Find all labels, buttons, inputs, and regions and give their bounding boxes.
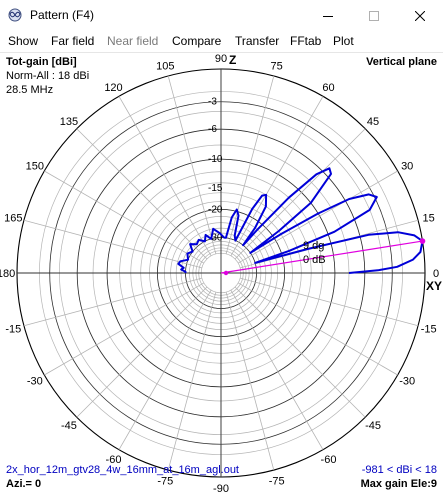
max-gain-label: Max gain Ele:9 (360, 478, 437, 490)
axis-z-label: Z (229, 53, 236, 67)
radial-tick-label: -30 (208, 232, 223, 243)
close-icon (415, 10, 425, 21)
angle-label: -45 (365, 420, 381, 432)
menu-fftab[interactable]: FFtab (290, 34, 322, 48)
radial-tick-label: -6 (208, 124, 217, 135)
radial-tick-label: -3 (208, 97, 217, 108)
angle-label: 45 (367, 116, 379, 128)
grid-spoke (167, 75, 217, 254)
angle-label: 150 (26, 161, 44, 173)
angle-label: -75 (269, 476, 285, 488)
filename-label: 2x_hor_12m_gtv28_4w_16mm_at_16m_agl.out (6, 464, 239, 476)
axis-xy-label: XY (426, 279, 442, 293)
angle-label: 0 (433, 268, 439, 280)
center-marker-dot (223, 270, 229, 276)
grid-spoke (225, 75, 275, 254)
angle-label: 15 (423, 212, 435, 224)
angle-label: 135 (60, 116, 78, 128)
radial-tick-label: -15 (208, 183, 223, 194)
radial-tick-label: -10 (208, 154, 223, 165)
max-gain-marker-line (220, 240, 423, 274)
angle-label: -75 (157, 476, 173, 488)
grid-spoke (23, 277, 202, 327)
freq-label: 28.5 MHz (6, 84, 54, 96)
grid-spoke (237, 282, 398, 376)
angle-label: -60 (321, 454, 337, 466)
minimize-button[interactable] (305, 0, 351, 31)
maximize-icon (369, 10, 379, 21)
window-title: Pattern (F4) (30, 8, 95, 22)
minimize-icon (323, 15, 333, 17)
marker-elev-label: 9 dg (303, 240, 324, 252)
angle-label: 75 (271, 60, 283, 72)
angle-label: -60 (106, 454, 122, 466)
grid-spoke (237, 170, 398, 264)
menu-bar: Show Far field Near field Compare Transf… (0, 31, 443, 52)
plane-label: Vertical plane (366, 56, 437, 68)
angle-label: -15 (5, 324, 21, 336)
grid-spoke (23, 219, 202, 269)
grid-spoke (234, 286, 366, 418)
grid-spoke (240, 277, 419, 327)
angle-label: -30 (27, 376, 43, 388)
azimuth-label: Azi.= 0 (6, 478, 42, 490)
grid-spoke (118, 289, 212, 450)
menu-show[interactable]: Show (8, 34, 39, 48)
angle-label: 105 (156, 60, 174, 72)
angle-label: 90 (215, 53, 227, 65)
angle-label: 165 (4, 212, 22, 224)
angle-label: 180 (0, 268, 15, 280)
grid-spoke (76, 286, 208, 418)
max-gain-marker-dot (419, 238, 426, 244)
grid-spoke (230, 96, 324, 257)
maximize-button[interactable] (351, 0, 397, 31)
menu-near-field: Near field (107, 34, 159, 48)
radial-tick-label: -20 (208, 204, 223, 215)
menu-plot[interactable]: Plot (333, 34, 354, 48)
menu-transfer[interactable]: Transfer (235, 34, 280, 48)
gain-title: Tot-gain [dBi] (6, 56, 77, 68)
grid-spoke (167, 292, 217, 471)
norm-label: Norm-All : 18 dBi (6, 70, 90, 82)
plot-area[interactable]: Tot-gain [dBi] Norm-All : 18 dBi 28.5 MH… (0, 53, 443, 493)
grid-spoke (234, 128, 366, 260)
angle-label: 120 (104, 82, 122, 94)
angle-label: -90 (213, 483, 229, 493)
close-button[interactable] (397, 0, 443, 31)
grid-spoke (44, 282, 205, 376)
gain-range-label: -981 < dBi < 18 (361, 464, 437, 476)
grid-spoke (118, 96, 212, 257)
pattern-app-icon (8, 8, 22, 22)
grid-spoke (76, 128, 208, 260)
menu-separator (0, 52, 443, 53)
angle-label: 30 (401, 161, 413, 173)
menu-far-field[interactable]: Far field (51, 34, 95, 48)
angle-label: -15 (421, 324, 437, 336)
angle-label: -30 (399, 376, 415, 388)
polar-pattern-chart: -3-6-10-15-20-309075604530150-15-30-45-6… (0, 53, 442, 493)
pattern-series-line (177, 167, 424, 274)
grid-spoke (225, 292, 275, 471)
marker-gain-label: 0 dB (303, 254, 326, 266)
angle-label: -45 (61, 420, 77, 432)
title-bar: Pattern (F4) (0, 0, 443, 31)
angle-label: 60 (322, 82, 334, 94)
grid-spoke (44, 170, 205, 264)
grid-spoke (230, 289, 324, 450)
menu-compare[interactable]: Compare (172, 34, 222, 48)
